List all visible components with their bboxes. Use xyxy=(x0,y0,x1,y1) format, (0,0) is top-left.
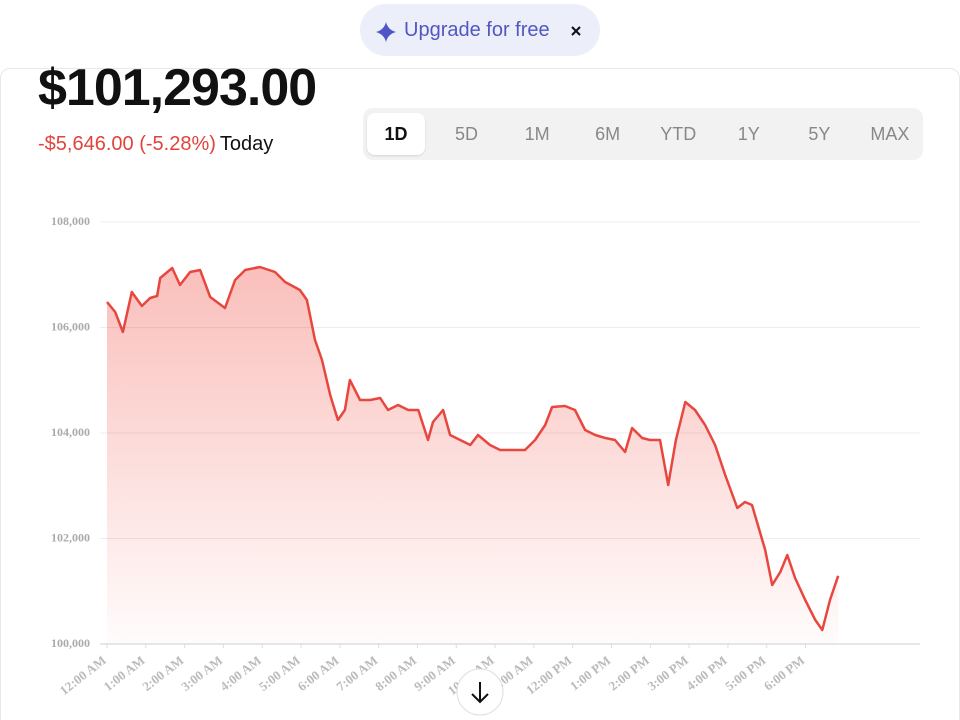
x-tick-label: 1:00 PM xyxy=(567,653,614,694)
range-button[interactable]: 6M xyxy=(595,124,621,144)
range-button[interactable]: 5Y xyxy=(808,124,831,144)
y-tick-label: 102,000 xyxy=(51,530,90,544)
change-period: Today xyxy=(219,133,274,155)
x-tick-label: 5:00 PM xyxy=(722,653,769,694)
x-tick-label: 2:00 PM xyxy=(606,653,653,694)
banner-text[interactable]: Upgrade for free xyxy=(404,19,550,41)
range-button[interactable]: 1Y xyxy=(737,124,760,144)
y-tick-label: 104,000 xyxy=(51,425,90,439)
range-button[interactable]: MAX xyxy=(870,124,910,144)
x-tick-label: 8:00 AM xyxy=(372,653,419,694)
x-tick-label: 3:00 AM xyxy=(178,653,225,694)
x-tick-label: 1:00 AM xyxy=(101,653,148,694)
y-tick-label: 108,000 xyxy=(51,214,90,228)
x-tick-label: 3:00 PM xyxy=(644,653,691,694)
upgrade-banner[interactable]: Upgrade for free xyxy=(360,4,600,56)
price: $101,293.00 xyxy=(38,59,317,117)
x-tick-label: 6:00 PM xyxy=(761,653,808,694)
x-tick-label: 4:00 PM xyxy=(683,653,730,694)
change: -$5,646.00 (-5.28%) xyxy=(38,133,216,155)
range-button[interactable]: 5D xyxy=(455,124,479,144)
range-selector: 1D 5D 1M 6M YTD 1Y 5Y MAX xyxy=(363,108,923,160)
x-tick-label: 7:00 AM xyxy=(333,653,380,694)
price-line xyxy=(106,265,840,632)
area-fill xyxy=(107,267,839,644)
change-row: -$5,646.00 (-5.28%) Today xyxy=(38,133,273,156)
y-tick-label: 100,000 xyxy=(51,636,90,650)
x-tick-label: 2:00 AM xyxy=(139,653,186,694)
close-icon[interactable] xyxy=(571,26,581,36)
range-button[interactable]: YTD xyxy=(660,124,697,144)
range-button[interactable]: 1M xyxy=(524,124,550,144)
banner-icons xyxy=(376,22,581,42)
x-tick-label: 4:00 AM xyxy=(217,653,264,694)
range-button[interactable]: 1D xyxy=(367,113,425,155)
y-tick-label: 106,000 xyxy=(51,319,90,333)
x-tick-label: 12:00 AM xyxy=(57,653,109,698)
sparkle-icon xyxy=(376,22,396,42)
x-tick-label: 6:00 AM xyxy=(295,653,342,694)
x-tick-label: 5:00 AM xyxy=(256,653,303,694)
